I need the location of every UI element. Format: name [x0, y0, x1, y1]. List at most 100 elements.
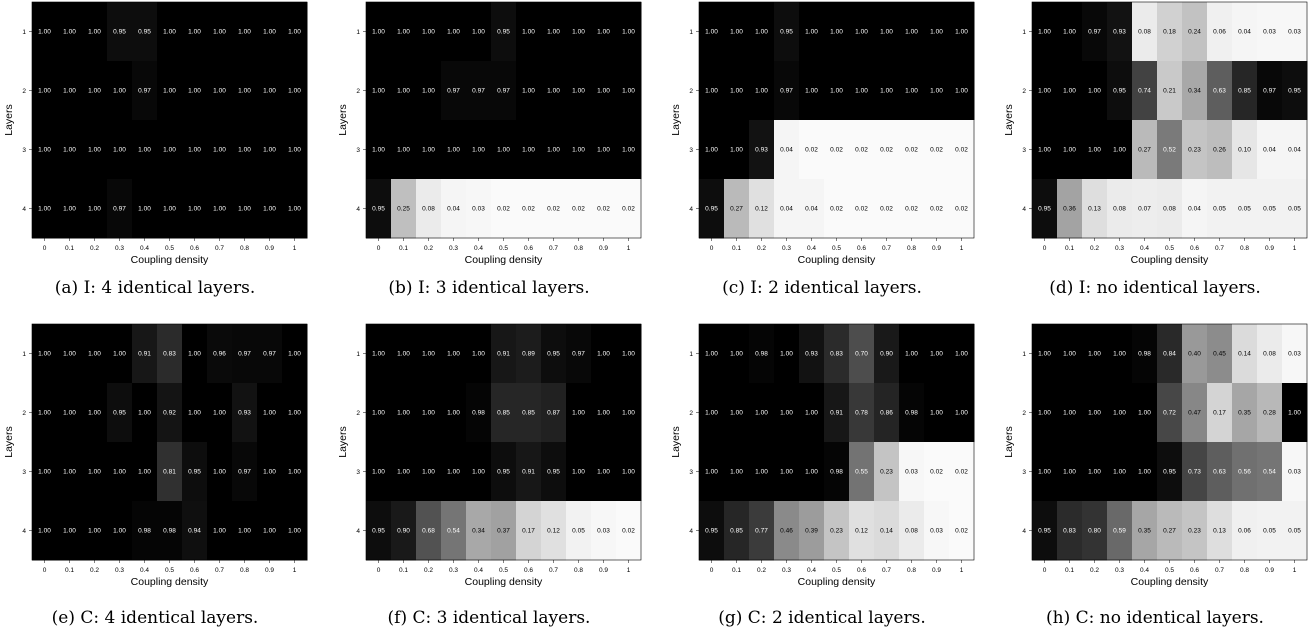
x-tick-label: 0.6: [857, 245, 866, 252]
heatmap-cell: [207, 120, 233, 180]
heatmap-cell: [107, 442, 133, 502]
heatmap-cell: [466, 179, 492, 239]
cell-value-label: 0.95: [138, 29, 151, 36]
cell-value-label: 1.00: [730, 88, 743, 95]
heatmap-a: 1.00 1.00 1.00 0.95 0.95 1.00 1.00 1.00 1.00 1.00…: [3, 1, 308, 266]
x-tick-label: 0.2: [90, 567, 99, 574]
heatmap-cell: [899, 383, 925, 443]
heatmap-cell: [749, 501, 775, 561]
cell-value-label: 0.02: [805, 147, 818, 154]
heatmap-cell: [391, 442, 417, 502]
heatmap-cell: [82, 120, 108, 180]
cell-value-label: 1.00: [447, 147, 460, 154]
heatmap-cell: [282, 383, 308, 443]
heatmap-cell: [1282, 179, 1308, 239]
heatmap-cell: [724, 61, 750, 121]
cell-value-label: 1.00: [1088, 88, 1101, 95]
cell-value-label: 0.95: [547, 469, 560, 476]
cell-value-label: 1.00: [472, 469, 485, 476]
heatmap-cell: [1032, 383, 1058, 443]
cell-value-label: 1.00: [705, 469, 718, 476]
heatmap-cells: 1.00 1.00 0.98 1.00 0.93 0.83 0.70 0.90 1.00 1.00…: [699, 324, 975, 561]
heatmap-panel-c: 1.00 1.00 1.00 0.95 1.00 1.00 1.00 1.00 1.00 1.00…: [667, 0, 977, 318]
cell-value-label: 1.00: [113, 528, 126, 535]
cell-value-label: 1.00: [263, 528, 276, 535]
cell-value-label: 0.04: [780, 147, 793, 154]
cell-value-label: 0.77: [755, 528, 768, 535]
cell-value-label: 1.00: [1113, 469, 1126, 476]
x-tick-label: 0.2: [1090, 567, 1099, 574]
cell-value-label: 0.04: [1238, 29, 1251, 36]
heatmap-cell: [1082, 501, 1108, 561]
y-axis-label: Layers: [3, 426, 15, 458]
heatmap-cell: [1082, 324, 1108, 384]
heatmap-cell: [1257, 61, 1283, 121]
heatmap-cell: [57, 442, 83, 502]
cell-value-label: 1.00: [113, 147, 126, 154]
cell-value-label: 0.05: [1238, 206, 1251, 213]
cell-value-label: 1.00: [63, 528, 76, 535]
cell-value-label: 0.21: [1163, 88, 1176, 95]
cell-value-label: 0.08: [1113, 206, 1126, 213]
heatmap-cell: [1282, 2, 1308, 62]
cell-value-label: 1.00: [880, 88, 893, 95]
heatmap-cell: [182, 2, 208, 62]
x-tick-label: 0.2: [424, 567, 433, 574]
heatmap-cell: [491, 2, 517, 62]
cell-value-label: 1.00: [1063, 469, 1076, 476]
heatmap-f: 1.00 1.00 1.00 1.00 1.00 0.91 0.89 0.95 0.97 1.00…: [337, 323, 642, 588]
x-tick-label: 0: [1043, 245, 1047, 252]
heatmap-panel-a: 1.00 1.00 1.00 0.95 0.95 1.00 1.00 1.00 1.00 1.00…: [0, 0, 310, 318]
heatmap-cell: [699, 324, 725, 384]
heatmap-cell: [1132, 383, 1158, 443]
heatmap-cell: [1157, 120, 1183, 180]
x-tick-label: 0: [1043, 567, 1047, 574]
heatmap-c: 1.00 1.00 1.00 0.95 1.00 1.00 1.00 1.00 1.00 1.00…: [670, 1, 975, 266]
x-tick-label: 0.3: [449, 245, 458, 252]
heatmap-cell: [724, 179, 750, 239]
cell-value-label: 0.95: [1163, 469, 1176, 476]
heatmap-cell: [491, 501, 517, 561]
cell-value-label: 1.00: [730, 351, 743, 358]
cell-value-label: 0.95: [705, 206, 718, 213]
heatmap-cell: [32, 383, 58, 443]
cell-value-label: 0.97: [238, 351, 251, 358]
heatmap-cell: [366, 2, 392, 62]
heatmap-cell: [416, 324, 442, 384]
heatmap-cell: [566, 179, 592, 239]
cell-value-label: 0.98: [163, 528, 176, 535]
x-tick-label: 0.8: [240, 245, 249, 252]
heatmap-cell: [82, 442, 108, 502]
cell-value-label: 1.00: [38, 206, 51, 213]
heatmap-cell: [232, 383, 258, 443]
heatmap-cell: [1282, 61, 1308, 121]
heatmap-cells: 1.00 1.00 1.00 0.95 0.95 1.00 1.00 1.00 1.00 1.00…: [32, 2, 308, 239]
cell-value-label: 0.02: [855, 147, 868, 154]
heatmap-cell: [107, 2, 133, 62]
x-tick-label: 0.5: [1165, 567, 1174, 574]
heatmap-cell: [32, 2, 58, 62]
x-tick-label: 0.7: [1215, 567, 1224, 574]
x-tick-label: 0.9: [599, 567, 608, 574]
cell-value-label: 1.00: [805, 469, 818, 476]
heatmap-cell: [132, 442, 158, 502]
heatmap-cell: [57, 2, 83, 62]
heatmap-cell: [874, 324, 900, 384]
cell-value-label: 0.03: [1288, 469, 1301, 476]
heatmap-cell: [924, 2, 950, 62]
cell-value-label: 1.00: [63, 351, 76, 358]
heatmap-cell: [491, 383, 517, 443]
cell-value-label: 1.00: [1138, 469, 1151, 476]
cell-value-label: 0.95: [188, 469, 201, 476]
cell-value-label: 0.97: [138, 88, 151, 95]
cell-value-label: 1.00: [288, 528, 301, 535]
cell-value-label: 1.00: [188, 410, 201, 417]
heatmap-cell: [949, 120, 975, 180]
heatmap-cell: [749, 120, 775, 180]
x-tick-label: 0: [43, 567, 47, 574]
cell-value-label: 1.00: [597, 147, 610, 154]
y-tick-label: 4: [22, 528, 26, 535]
cell-value-label: 1.00: [572, 469, 585, 476]
heatmap-cell: [899, 501, 925, 561]
